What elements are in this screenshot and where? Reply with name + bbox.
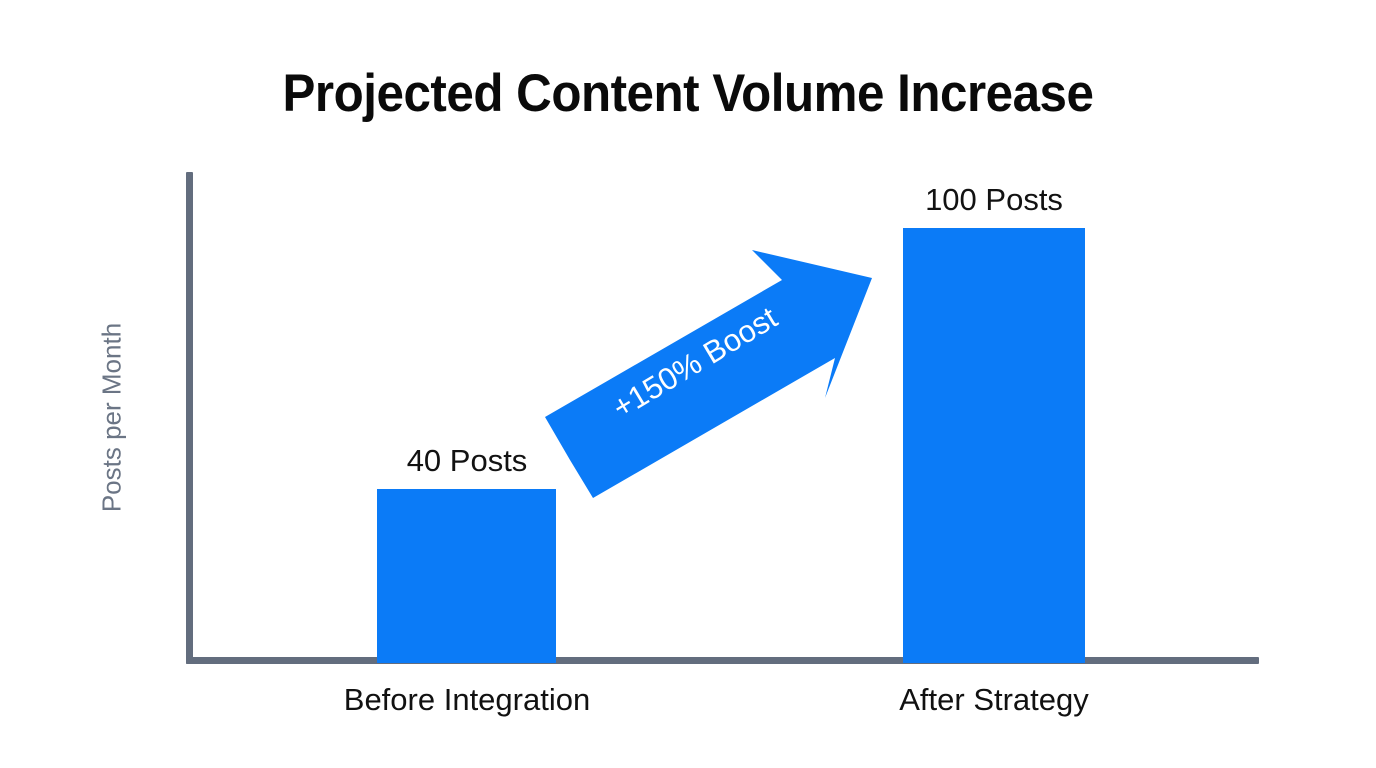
x-axis-category-label: Before Integration: [343, 682, 591, 717]
x-axis-line: [186, 657, 1259, 664]
x-axis-category-label: After Strategy: [899, 682, 1089, 717]
bar-value-label: 100 Posts: [925, 182, 1063, 217]
page-title: Projected Content Volume Increase: [282, 64, 1094, 123]
bar-value-label: 40 Posts: [406, 443, 528, 478]
bar-after-strategy: [903, 228, 1085, 663]
y-axis-line: [186, 172, 193, 664]
bar-before-integration: [377, 489, 556, 663]
